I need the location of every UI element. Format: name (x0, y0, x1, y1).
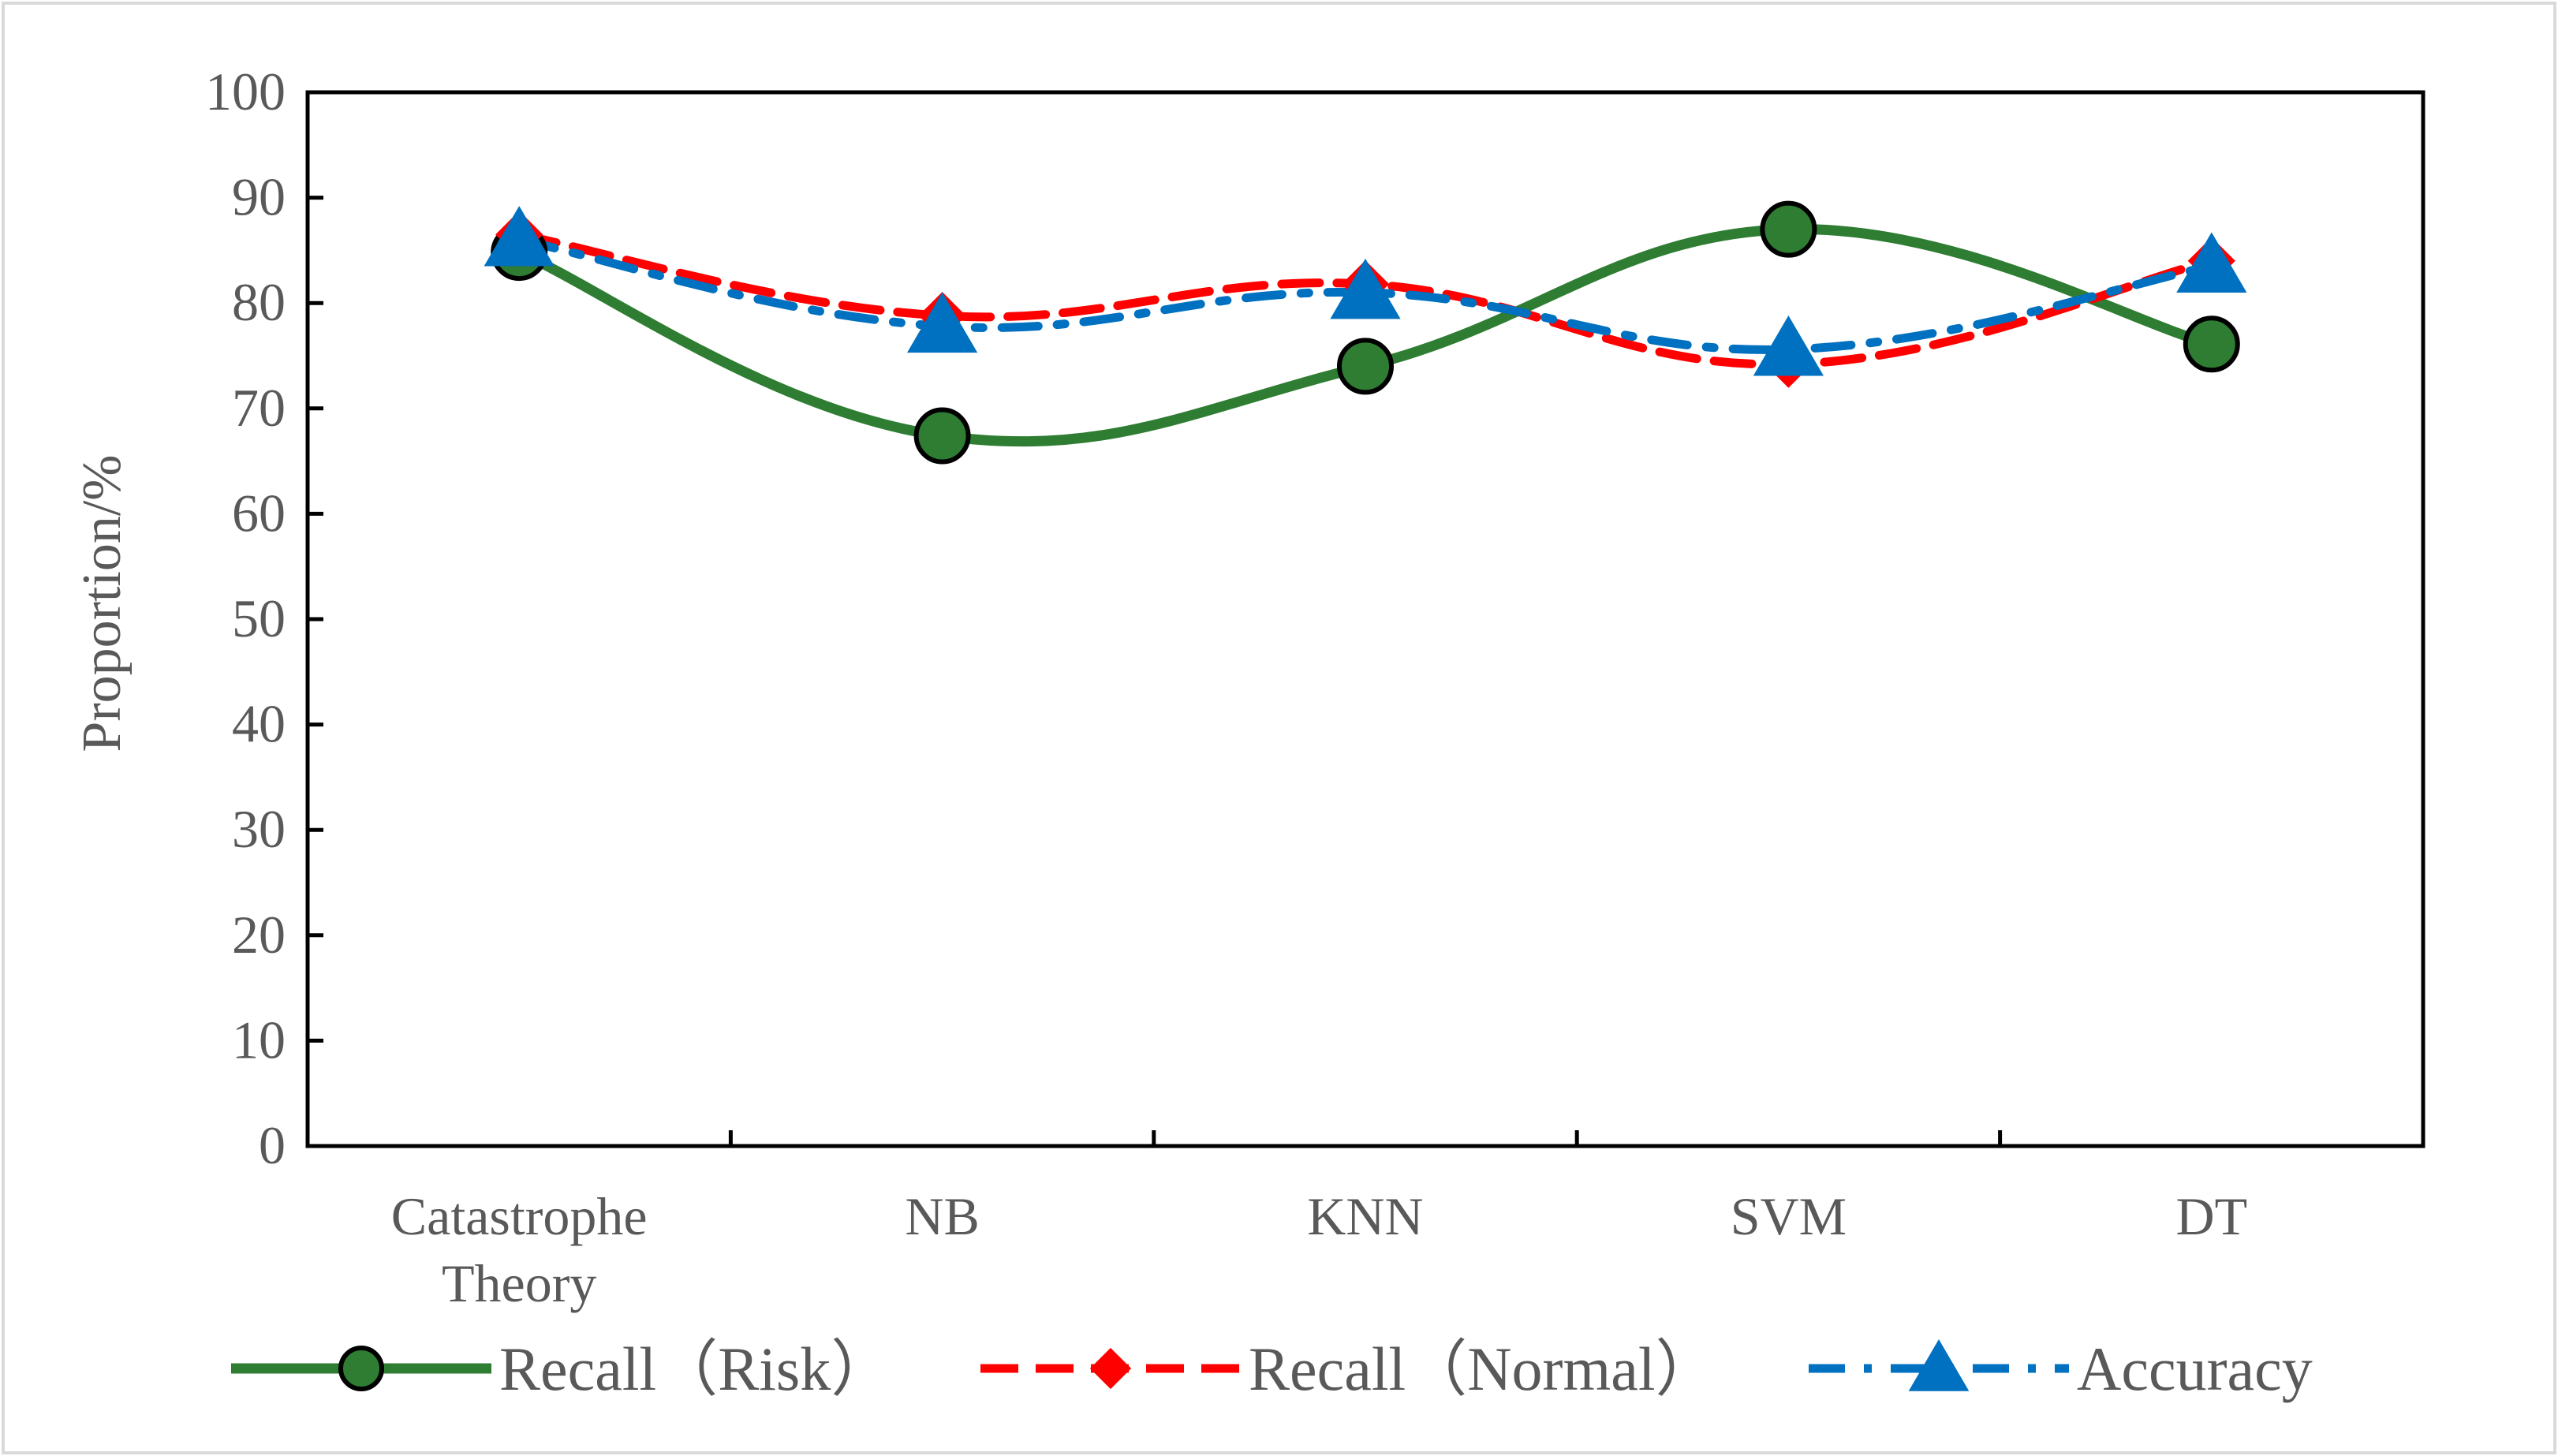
y-tick-label: 10 (232, 1010, 286, 1070)
y-tick-label: 20 (232, 905, 286, 965)
data-point-series-0 (913, 407, 971, 465)
legend-label-0: Recall（Risk） (499, 1335, 892, 1403)
data-point-series-0 (2183, 315, 2240, 373)
y-tick-label: 90 (232, 167, 286, 227)
data-point-series-2 (484, 206, 555, 267)
y-axis-title: Proportion/% (72, 454, 133, 752)
y-tick-label: 0 (259, 1115, 286, 1175)
y-tick-label: 50 (232, 588, 286, 648)
x-tick-label: DT (2175, 1186, 2247, 1246)
legend-marker-1 (1089, 1347, 1132, 1390)
legend-marker-0 (338, 1346, 384, 1391)
data-point-series-0 (1760, 200, 1817, 258)
data-point-series-2 (1330, 258, 1401, 319)
legend-label-2: Accuracy (2077, 1335, 2313, 1403)
x-tick-label: NB (905, 1186, 979, 1246)
data-point-series-2 (1753, 315, 1824, 376)
y-tick-label: 60 (232, 483, 286, 543)
legend-label-1: Recall（Normal） (1249, 1335, 1717, 1403)
x-tick-label: KNN (1307, 1186, 1423, 1246)
y-tick-label: 30 (232, 799, 286, 859)
y-tick-label: 80 (232, 272, 286, 332)
data-point-series-0 (1337, 338, 1394, 395)
data-point-series-2 (906, 292, 978, 353)
x-tick-label: Theory (442, 1253, 596, 1313)
y-tick-label: 70 (232, 378, 286, 438)
x-tick-label: SVM (1731, 1186, 1847, 1246)
legend-marker-2 (1908, 1339, 1970, 1391)
data-point-series-2 (2176, 232, 2247, 293)
y-tick-label: 100 (205, 62, 286, 121)
y-tick-label: 40 (232, 694, 286, 754)
x-tick-label: Catastrophe (391, 1186, 648, 1246)
